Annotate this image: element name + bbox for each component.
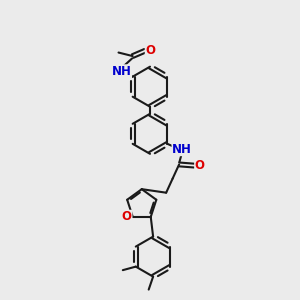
Text: NH: NH xyxy=(112,65,131,78)
Text: O: O xyxy=(122,210,132,224)
Text: O: O xyxy=(195,159,205,172)
Text: NH: NH xyxy=(172,142,192,156)
Text: O: O xyxy=(145,44,155,57)
